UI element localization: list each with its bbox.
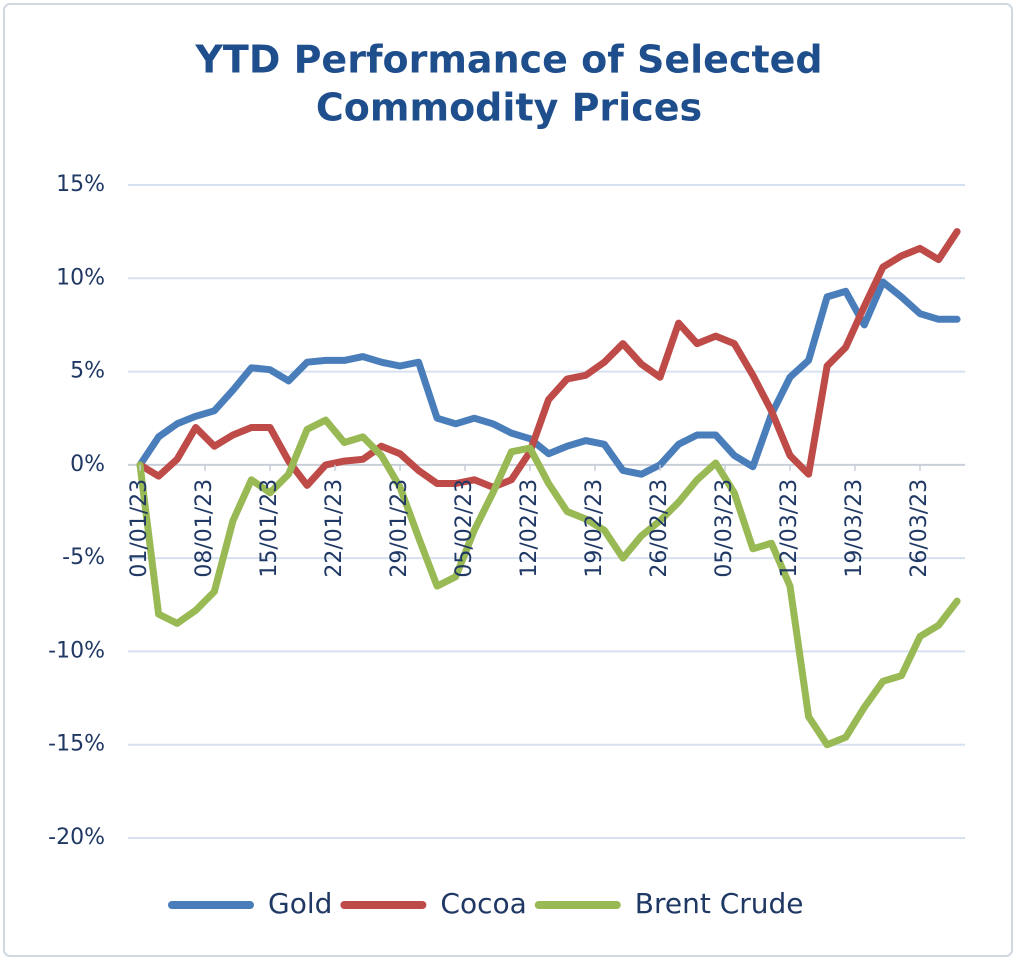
x-tick-label: 01/01/23	[127, 479, 152, 578]
x-tick-label: 29/01/23	[387, 479, 412, 578]
y-tick-label: -5%	[62, 545, 105, 570]
plot-area	[136, 228, 961, 749]
legend-label: Gold	[268, 887, 332, 920]
x-tick-label: 26/03/23	[907, 479, 932, 578]
chart-title: Commodity Prices	[316, 86, 702, 130]
y-tick-label: -20%	[48, 825, 105, 850]
y-tick-label: 10%	[56, 265, 105, 290]
x-tick-label: 19/02/23	[582, 479, 607, 578]
series-line	[136, 416, 961, 749]
y-tick-label: 0%	[70, 452, 105, 477]
x-tick-label: 12/03/23	[777, 479, 802, 578]
series-line	[136, 278, 961, 478]
chart-title: YTD Performance of Selected	[194, 38, 822, 82]
x-tick-label: 12/02/23	[517, 479, 542, 578]
y-tick-label: 5%	[70, 359, 105, 384]
x-tick-label: 08/01/23	[192, 479, 217, 578]
x-tick-label: 15/01/23	[257, 479, 282, 578]
x-tick-label: 05/02/23	[452, 479, 477, 578]
x-tick-label: 22/01/23	[322, 479, 347, 578]
series-line	[136, 228, 961, 491]
x-tick-label: 19/03/23	[842, 479, 867, 578]
x-axis: 01/01/23 08/01/23 15/01/23 22/01/23 29/01/23…	[127, 464, 932, 578]
legend-label: Brent Crude	[635, 887, 804, 920]
x-tick-label: 05/03/23	[712, 479, 737, 578]
y-tick-label: -15%	[48, 732, 105, 757]
y-tick-label: -10%	[48, 638, 105, 663]
y-tick-label: 15%	[56, 172, 105, 197]
legend: Gold Cocoa Brent Crude	[168, 887, 804, 920]
x-tick-label: 26/02/23	[647, 479, 672, 578]
legend-label: Cocoa	[440, 887, 526, 920]
